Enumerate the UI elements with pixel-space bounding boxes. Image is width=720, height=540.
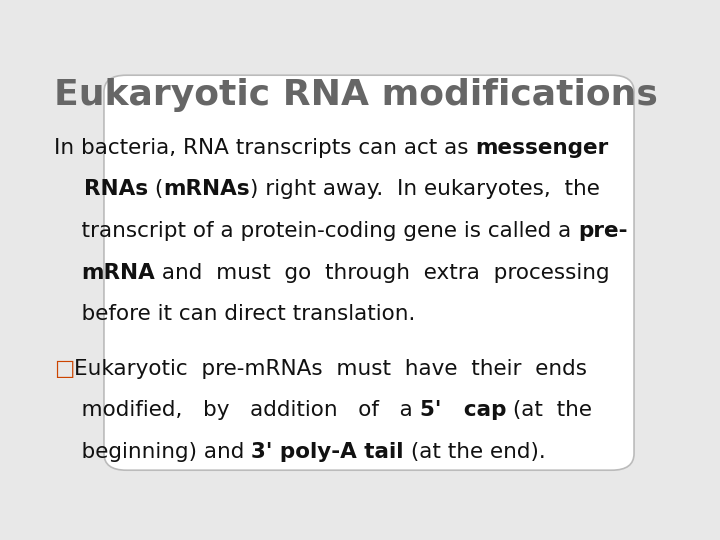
Text: □: □ bbox=[54, 359, 74, 379]
Text: (at  the: (at the bbox=[506, 400, 592, 420]
FancyBboxPatch shape bbox=[104, 75, 634, 470]
Text: Eukaryotic  pre-mRNAs  must  have  their  ends: Eukaryotic pre-mRNAs must have their end… bbox=[74, 359, 588, 379]
Text: (at the end).: (at the end). bbox=[404, 442, 546, 462]
Text: transcript of a protein-coding gene is called a: transcript of a protein-coding gene is c… bbox=[54, 221, 578, 241]
Text: 3' poly-A tail: 3' poly-A tail bbox=[251, 442, 404, 462]
Text: messenger: messenger bbox=[475, 138, 608, 158]
Text: mRNAs: mRNAs bbox=[163, 179, 250, 199]
Text: 5'   cap: 5' cap bbox=[420, 400, 506, 420]
Text: pre-: pre- bbox=[578, 221, 628, 241]
Text: and  must  go  through  extra  processing: and must go through extra processing bbox=[156, 262, 610, 283]
Text: mRNA: mRNA bbox=[81, 262, 156, 283]
Text: modified,   by   addition   of   a: modified, by addition of a bbox=[54, 400, 420, 420]
Text: before it can direct translation.: before it can direct translation. bbox=[54, 305, 415, 325]
Text: RNAs: RNAs bbox=[54, 179, 148, 199]
Text: In bacteria, RNA transcripts can act as: In bacteria, RNA transcripts can act as bbox=[54, 138, 475, 158]
Text: (: ( bbox=[148, 179, 163, 199]
Text: ) right away.  In eukaryotes,  the: ) right away. In eukaryotes, the bbox=[250, 179, 600, 199]
Text: beginning) and: beginning) and bbox=[54, 442, 251, 462]
Text: Eukaryotic RNA modifications: Eukaryotic RNA modifications bbox=[54, 78, 658, 112]
